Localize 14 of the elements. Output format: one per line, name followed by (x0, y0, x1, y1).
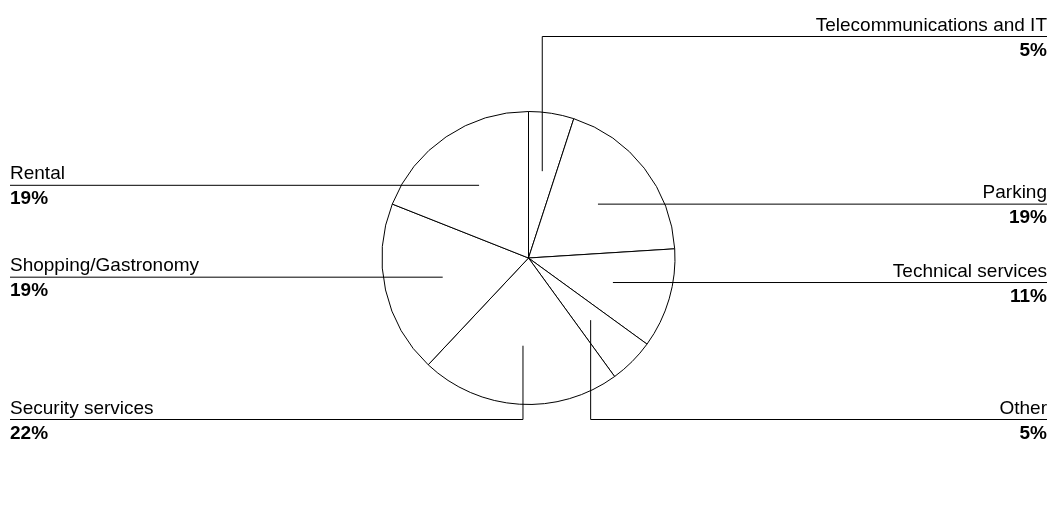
data-label: 11% (1010, 284, 1048, 306)
data-label: 19% (10, 279, 49, 301)
data-label: 22% (10, 421, 49, 443)
data-label: 19% (10, 187, 49, 209)
slice-label: Other (999, 396, 1048, 418)
slice-label: Rental (10, 162, 65, 184)
data-label: 19% (1008, 206, 1048, 228)
slice-label: Technical services (892, 259, 1047, 281)
data-label: 5% (1019, 38, 1048, 60)
slice-label: Security services (10, 396, 154, 418)
data-label: 5% (1019, 421, 1048, 443)
slice-label: Shopping/Gastronomy (10, 254, 200, 276)
slice-label: Telecommunications and IT (815, 13, 1048, 35)
slice-label: Parking (982, 181, 1047, 203)
